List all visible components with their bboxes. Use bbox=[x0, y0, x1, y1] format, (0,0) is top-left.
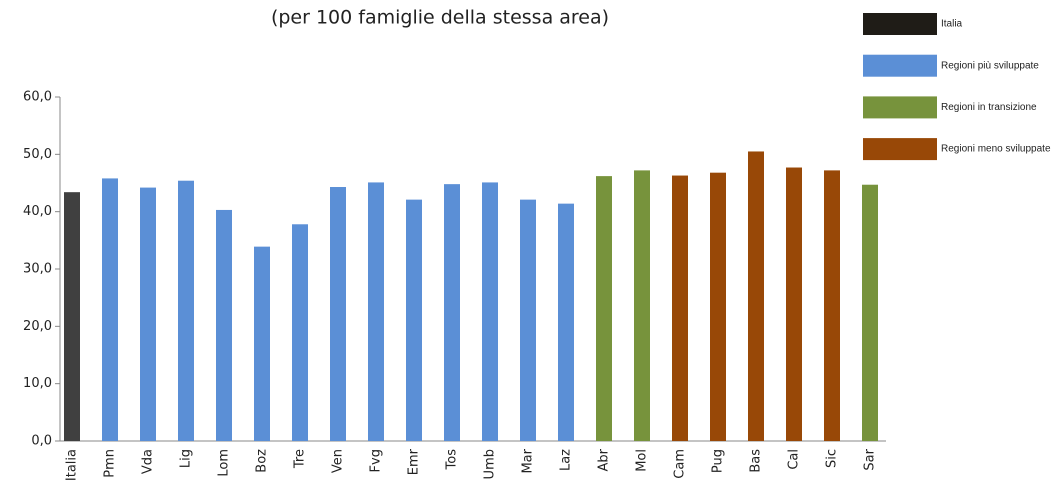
x-tick-label: Laz bbox=[559, 449, 574, 471]
x-tick-label: Sar bbox=[863, 448, 878, 470]
y-tick-label: 30,0 bbox=[23, 262, 52, 277]
x-tick-label: Mar bbox=[521, 448, 536, 473]
x-tick-label: Cal bbox=[787, 449, 802, 470]
bar bbox=[786, 167, 802, 441]
bar bbox=[596, 176, 612, 441]
legend-label: Regioni meno sviluppate bbox=[941, 144, 1051, 155]
x-tick-label: Pug bbox=[711, 449, 726, 473]
x-tick-label: Lig bbox=[179, 449, 194, 468]
legend-swatch bbox=[863, 96, 937, 119]
legend-label: Italia bbox=[941, 19, 963, 30]
legend-label: Regioni in transizione bbox=[941, 102, 1037, 113]
x-tick-label: Emr bbox=[407, 448, 422, 475]
x-tick-label: Ven bbox=[331, 449, 346, 473]
x-tick-label: Boz bbox=[255, 449, 270, 473]
bar bbox=[330, 187, 346, 441]
x-tick-label: Bas bbox=[749, 449, 764, 473]
x-tick-label: Fvg bbox=[369, 449, 384, 472]
x-tick-label: Mol bbox=[635, 449, 650, 472]
bar bbox=[520, 199, 536, 441]
y-tick-label: 20,0 bbox=[23, 319, 52, 334]
bar bbox=[444, 184, 460, 441]
y-tick-label: 40,0 bbox=[23, 204, 52, 219]
bar bbox=[292, 224, 308, 441]
x-tick-label: Pmn bbox=[103, 449, 118, 478]
bar bbox=[482, 182, 498, 441]
bar bbox=[558, 203, 574, 441]
bar bbox=[216, 209, 232, 441]
bar bbox=[406, 199, 422, 441]
legend-swatch bbox=[863, 13, 937, 35]
bar bbox=[254, 246, 270, 441]
bar bbox=[368, 182, 384, 441]
x-tick-label: Abr bbox=[597, 448, 612, 471]
bar bbox=[748, 151, 764, 441]
legend-swatch bbox=[863, 54, 937, 77]
bar bbox=[102, 178, 118, 441]
y-tick-label: 10,0 bbox=[23, 376, 52, 391]
x-tick-label: Cam bbox=[673, 449, 688, 479]
legend-swatch bbox=[863, 138, 937, 161]
legend-label: Regioni più sviluppate bbox=[941, 60, 1039, 71]
bar bbox=[634, 170, 650, 442]
x-tick-label: Sic bbox=[825, 449, 840, 468]
bar bbox=[140, 187, 156, 441]
y-tick-label: 50,0 bbox=[23, 147, 52, 162]
x-tick-label: Italia bbox=[65, 449, 80, 481]
y-tick-label: 0,0 bbox=[31, 434, 52, 449]
bar bbox=[64, 192, 80, 441]
x-tick-label: Umb bbox=[483, 449, 498, 479]
bar bbox=[710, 172, 726, 441]
x-tick-label: Lom bbox=[217, 449, 232, 477]
x-tick-label: Vda bbox=[141, 449, 156, 474]
x-tick-label: Tre bbox=[293, 449, 308, 469]
chart-title: (per 100 famiglie della stessa area) bbox=[271, 7, 609, 29]
x-tick-label: Tos bbox=[445, 449, 460, 471]
bar bbox=[824, 170, 840, 442]
bar bbox=[178, 180, 194, 441]
y-tick-label: 60,0 bbox=[23, 90, 52, 105]
bar bbox=[672, 175, 688, 441]
bar bbox=[862, 184, 878, 441]
